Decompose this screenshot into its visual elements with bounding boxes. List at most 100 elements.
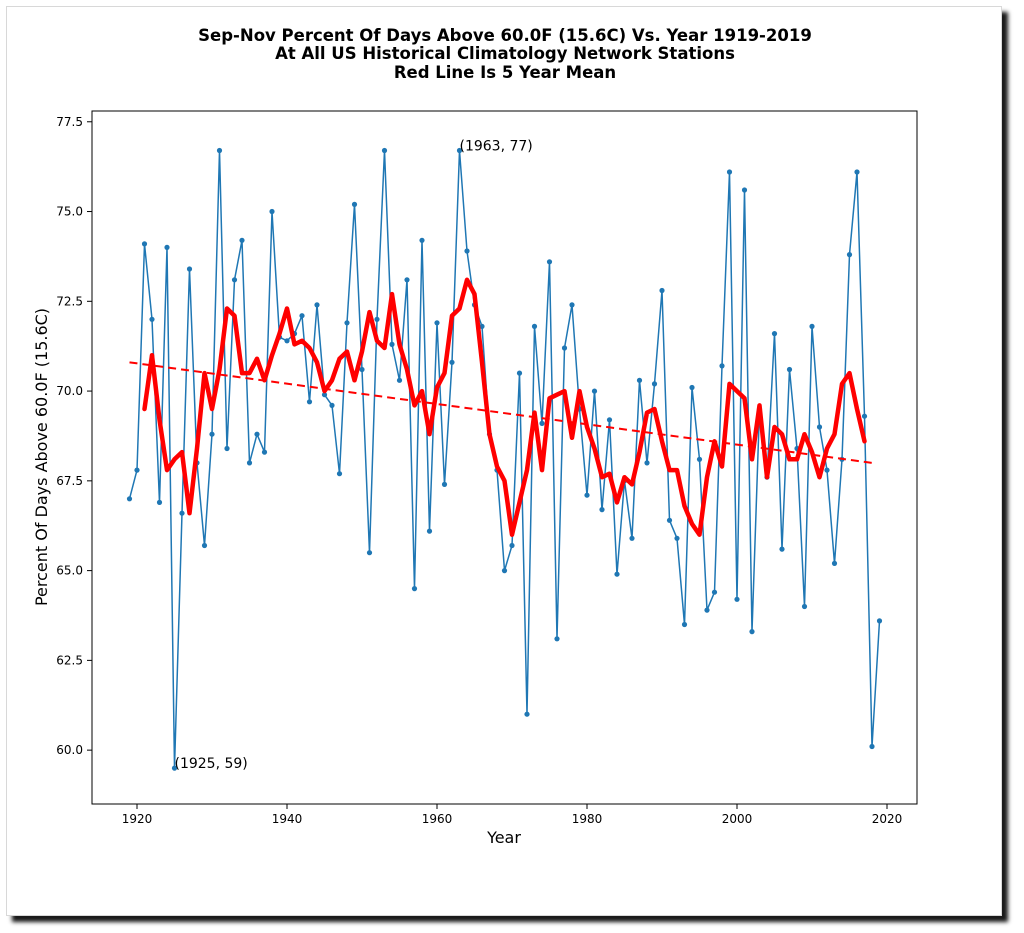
data-point	[239, 237, 245, 243]
data-point	[569, 302, 575, 308]
data-point	[456, 147, 463, 154]
x-tick-label: 2000	[722, 812, 753, 826]
data-point	[741, 187, 748, 193]
chart-title: Sep-Nov Percent Of Days Above 60.0F (15.…	[198, 26, 812, 82]
data-point	[734, 596, 740, 602]
data-point	[861, 413, 868, 419]
data-point	[711, 589, 718, 595]
data-point	[374, 316, 380, 322]
y-axis-label: Percent Of Days Above 60.0F (15.6C)	[32, 308, 51, 606]
data-point	[164, 244, 170, 250]
x-tick-label: 2020	[872, 812, 903, 826]
data-point	[501, 568, 508, 574]
data-point	[614, 571, 620, 577]
data-point	[681, 621, 688, 628]
data-point	[554, 636, 560, 642]
chart-title-line-3: Red Line Is 5 Year Mean	[394, 63, 616, 82]
data-point	[869, 743, 875, 750]
data-point	[426, 528, 433, 534]
data-point	[381, 147, 388, 154]
x-tick-label: 1940	[272, 812, 303, 826]
data-point	[719, 363, 725, 369]
data-point	[441, 481, 448, 487]
data-point	[771, 331, 778, 337]
y-tick-label: 75.0	[56, 205, 83, 219]
chart-title-line-2: At All US Historical Climatology Network…	[275, 44, 735, 63]
data-point	[516, 370, 523, 376]
data-point	[606, 417, 613, 423]
data-point	[396, 377, 403, 383]
data-point	[329, 402, 335, 408]
y-tick-label: 72.5	[56, 294, 83, 308]
data-point	[779, 546, 785, 552]
data-point	[786, 366, 793, 373]
annotation-label: (1963, 77)	[460, 138, 533, 154]
data-point	[284, 338, 290, 344]
data-point	[824, 467, 830, 473]
data-point	[659, 287, 665, 294]
five-year-mean-line	[142, 277, 867, 537]
data-point	[524, 711, 530, 717]
data-point	[336, 471, 343, 477]
x-axis: 1920 1940 1960 1980 2000 2020	[122, 804, 903, 826]
data-point	[816, 424, 823, 430]
data-point	[321, 392, 328, 398]
data-point	[464, 248, 470, 254]
data-point	[674, 535, 680, 541]
data-point	[876, 618, 883, 624]
y-tick-label: 65.0	[56, 564, 83, 578]
data-point	[351, 201, 358, 207]
data-point	[156, 499, 163, 505]
y-tick-label: 60.0	[56, 743, 83, 757]
data-point	[254, 431, 260, 437]
data-point	[599, 507, 605, 513]
data-point	[726, 169, 733, 175]
y-axis: 60.0 62.5 65.0 67.5 70.0 72.5 75.0 77.5	[56, 115, 92, 757]
data-point	[299, 313, 305, 319]
data-point	[479, 323, 485, 329]
data-point	[224, 445, 230, 452]
annotation-label: (1925, 59)	[175, 756, 248, 772]
data-point	[344, 320, 350, 326]
data-point	[314, 302, 320, 308]
data-point	[186, 266, 193, 272]
data-point	[561, 345, 568, 351]
data-point	[666, 517, 673, 523]
data-point	[179, 510, 185, 516]
data-point	[531, 323, 538, 329]
y-tick-label: 70.0	[56, 384, 83, 398]
data-point	[306, 399, 313, 405]
data-point	[689, 384, 695, 391]
data-point	[411, 586, 418, 592]
data-point	[231, 277, 238, 283]
data-point	[546, 259, 553, 265]
y-tick-label: 77.5	[56, 115, 83, 129]
x-axis-label: Year	[486, 828, 521, 847]
data-point	[209, 431, 215, 437]
data-point	[141, 241, 148, 247]
data-point	[644, 460, 650, 466]
data-point	[584, 492, 590, 498]
data-point	[539, 420, 545, 426]
data-point	[261, 449, 268, 455]
data-point	[201, 542, 208, 549]
data-point	[366, 550, 373, 556]
series-group	[126, 147, 883, 771]
data-point	[809, 323, 815, 329]
y-tick-label: 67.5	[56, 474, 83, 488]
data-point	[831, 560, 838, 567]
data-point	[269, 208, 275, 215]
plot-area	[91, 110, 918, 805]
data-point	[704, 607, 710, 613]
data-point	[419, 237, 425, 243]
x-tick-label: 1980	[572, 812, 603, 826]
data-point	[171, 765, 178, 771]
data-point	[149, 316, 155, 322]
data-point	[449, 359, 455, 365]
data-point	[636, 377, 643, 383]
data-point	[246, 460, 253, 466]
data-point	[629, 535, 635, 541]
annotation-group: (1963, 77) (1925, 59)	[175, 138, 533, 772]
data-point	[854, 169, 860, 175]
